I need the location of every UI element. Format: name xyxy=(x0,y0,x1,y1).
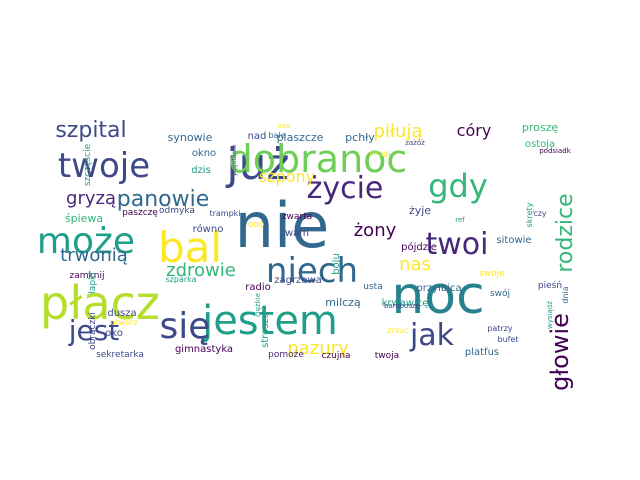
cloud-word: pazury xyxy=(287,338,349,359)
cloud-word: skręty xyxy=(525,202,534,227)
cloud-word: pójdzie xyxy=(401,241,437,253)
cloud-word: swój xyxy=(490,288,510,299)
cloud-word: córy xyxy=(457,121,492,140)
cloud-word: bale xyxy=(268,131,285,140)
cloud-word: obrączki xyxy=(88,312,98,350)
cloud-word: ciężkie xyxy=(254,293,262,317)
cloud-word: dzis xyxy=(191,165,211,176)
cloud-word: strosza xyxy=(260,312,271,348)
cloud-word: równo xyxy=(193,223,224,235)
cloud-word: płacz xyxy=(40,276,160,330)
cloud-word: się xyxy=(160,306,211,347)
cloud-word: rodzice xyxy=(553,193,578,272)
cloud-word: ooo xyxy=(248,220,265,230)
cloud-word: gdy xyxy=(428,167,488,205)
cloud-word: gryzą xyxy=(66,188,116,209)
cloud-word: nas xyxy=(399,254,431,275)
cloud-word: platfus xyxy=(465,347,499,358)
cloud-word: swoje xyxy=(479,269,505,279)
cloud-word: okno xyxy=(192,148,216,159)
cloud-word: proszę xyxy=(522,121,558,134)
cloud-word: bufet xyxy=(497,335,518,344)
cloud-word: krwawicę xyxy=(382,298,429,309)
cloud-word: śpiewa xyxy=(65,212,103,225)
cloud-word: dnia xyxy=(561,286,570,303)
cloud-word: zagrzewa xyxy=(274,275,322,286)
cloud-word: łapki xyxy=(88,272,98,294)
cloud-word: pchły xyxy=(345,131,375,144)
cloud-word: szczęście xyxy=(82,143,93,186)
cloud-word: usta xyxy=(363,282,382,292)
cloud-word: zdrowie xyxy=(166,260,236,281)
cloud-word: podsiadk xyxy=(539,147,571,155)
cloud-word: czy xyxy=(533,209,547,218)
cloud-word: synowie xyxy=(168,131,213,144)
cloud-word: bal xyxy=(158,223,222,272)
cloud-word: zrzuc xyxy=(387,326,408,335)
cloud-word: aaa xyxy=(278,122,291,130)
cloud-word: milczą xyxy=(325,296,361,309)
cloud-word: piłują xyxy=(374,121,423,142)
cloud-word: bambosze xyxy=(384,302,420,310)
cloud-word: twoi xyxy=(426,227,489,262)
cloud-word: szpital xyxy=(55,118,126,143)
cloud-word: paszczę xyxy=(122,208,158,218)
cloud-word: nad xyxy=(248,131,267,142)
cloud-word: dobranoc xyxy=(229,137,408,181)
cloud-word: trwonią xyxy=(60,245,128,266)
cloud-word: ref xyxy=(455,216,465,224)
cloud-word: niech xyxy=(266,251,358,291)
cloud-word: panowie xyxy=(117,187,210,212)
cloud-word: dusza xyxy=(107,308,136,319)
cloud-word: głowie xyxy=(546,313,574,391)
cloud-word: zwarta xyxy=(282,212,312,222)
cloud-word: przyłbica xyxy=(416,283,461,294)
cloud-word: sekretarka xyxy=(96,350,144,360)
cloud-word: boju xyxy=(331,253,342,275)
cloud-word: patrzy xyxy=(487,324,513,333)
cloud-word: szparka xyxy=(165,275,196,284)
cloud-word: ostoja xyxy=(525,139,555,150)
cloud-word: nie xyxy=(235,189,330,262)
cloud-word: sitowie xyxy=(496,235,531,246)
cloud-word: czujna xyxy=(321,351,350,361)
cloud-word: jestem xyxy=(201,298,338,344)
cloud-word: zażóż xyxy=(405,139,425,147)
cloud-word: plaszcze xyxy=(277,131,324,144)
cloud-word: szpony xyxy=(259,167,315,186)
cloud-word: życie xyxy=(307,171,384,206)
cloud-word: już xyxy=(225,139,289,190)
cloud-word: pogotowie xyxy=(231,144,238,176)
cloud-word: gimnastyka xyxy=(175,344,233,355)
cloud-word: twoja xyxy=(375,351,399,361)
cloud-word: otworz xyxy=(111,318,138,327)
cloud-word: oko xyxy=(105,328,123,339)
cloud-word: wam xyxy=(285,228,309,239)
cloud-word: pieśń xyxy=(538,280,562,291)
cloud-word: jest xyxy=(68,314,120,347)
cloud-word: radio xyxy=(245,282,270,293)
cloud-word: odmyka xyxy=(159,206,195,216)
cloud-word: trampki xyxy=(209,209,240,218)
cloud-word: pomoże xyxy=(268,350,304,360)
cloud-word: żyje xyxy=(409,204,431,217)
cloud-word: żony xyxy=(354,220,397,241)
cloud-word: drugi xyxy=(370,149,391,158)
cloud-word: jak xyxy=(409,318,455,353)
cloud-word: może xyxy=(37,221,135,262)
cloud-word: twoje xyxy=(58,146,150,186)
cloud-word: noc xyxy=(391,266,484,326)
cloud-word: wysiądź xyxy=(546,301,554,329)
cloud-word: zamknij xyxy=(70,271,105,281)
